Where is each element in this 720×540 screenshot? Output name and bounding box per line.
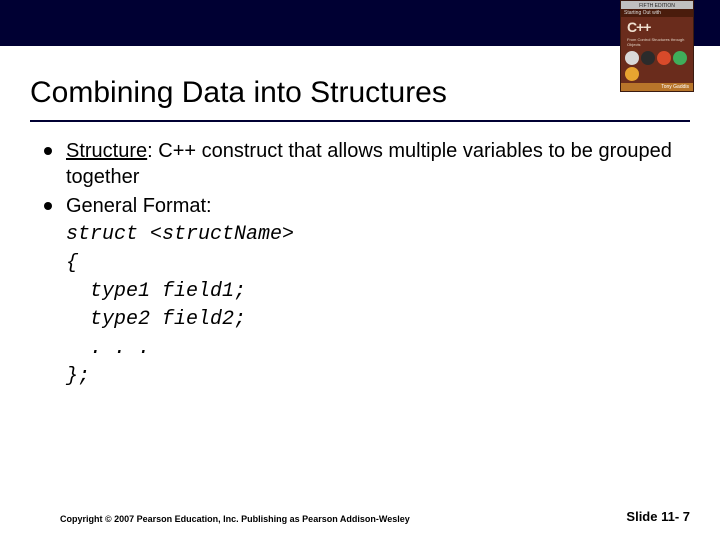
title-divider xyxy=(30,120,690,122)
bullet-item-structure: Structure: C++ construct that allows mul… xyxy=(40,138,680,191)
ball-icon xyxy=(625,51,639,65)
top-band: FIFTH EDITION Starting Out with C++ From… xyxy=(0,0,720,46)
bullet2-text: General Format: xyxy=(66,195,212,217)
book-language: C++ xyxy=(621,17,693,37)
ball-icon xyxy=(673,51,687,65)
slide: FIFTH EDITION Starting Out with C++ From… xyxy=(0,0,720,540)
book-series-line: Starting Out with xyxy=(621,9,693,17)
ball-icon xyxy=(657,51,671,65)
slide-number: Slide 11- 7 xyxy=(626,509,690,524)
copyright-text: Copyright © 2007 Pearson Education, Inc.… xyxy=(60,514,410,524)
bullet-list: Structure: C++ construct that allows mul… xyxy=(40,138,680,219)
bullet1-rest: : C++ construct that allows multiple var… xyxy=(66,140,672,188)
ball-icon xyxy=(641,51,655,65)
title-area: Combining Data into Structures xyxy=(0,46,720,116)
footer: Copyright © 2007 Pearson Education, Inc.… xyxy=(0,509,720,524)
book-edition: FIFTH EDITION xyxy=(621,1,693,9)
bullet-item-format: General Format: xyxy=(40,193,680,219)
book-balls xyxy=(621,49,693,83)
page-title: Combining Data into Structures xyxy=(30,76,690,110)
content-area: Structure: C++ construct that allows mul… xyxy=(0,132,720,402)
book-author: Tony Gaddis xyxy=(621,83,693,91)
ball-icon xyxy=(625,67,639,81)
book-cover: FIFTH EDITION Starting Out with C++ From… xyxy=(620,0,694,92)
bullet1-lead: Structure xyxy=(66,140,147,162)
book-subtitle: From Control Structures through Objects xyxy=(621,37,693,49)
code-block: struct <structName> { type1 field1; type… xyxy=(40,221,680,391)
